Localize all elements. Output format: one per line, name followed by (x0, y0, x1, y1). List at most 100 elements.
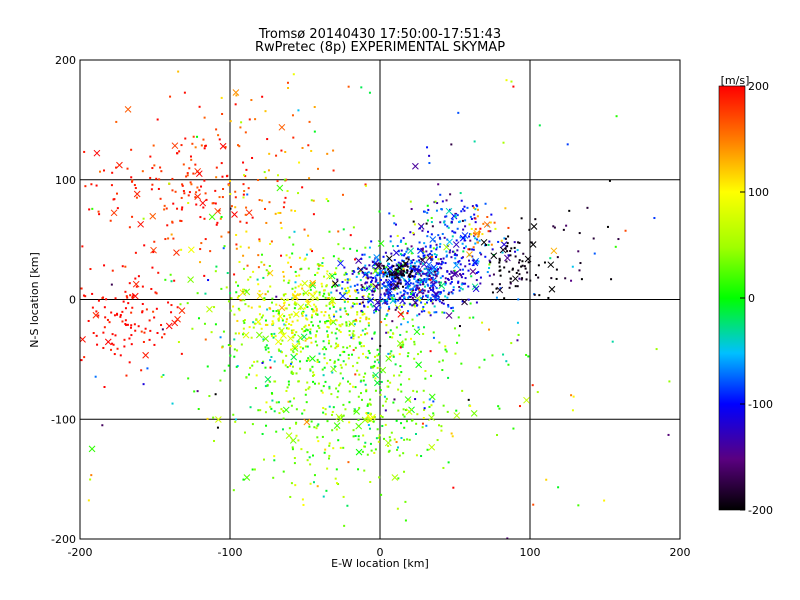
data-point (453, 253, 456, 256)
data-point (414, 302, 417, 305)
data-point (337, 284, 340, 287)
data-point (424, 369, 427, 372)
colorbar-tick-label: 200 (748, 80, 769, 93)
data-point (134, 277, 137, 280)
data-point (328, 444, 331, 447)
data-point (437, 258, 440, 261)
data-point (203, 322, 206, 325)
data-point (251, 156, 254, 159)
data-point-cross (373, 304, 380, 312)
data-point (331, 429, 334, 432)
data-point (413, 357, 416, 360)
data-point-cross (287, 335, 294, 342)
data-point (248, 118, 251, 121)
data-point (472, 206, 475, 209)
data-point (221, 346, 224, 349)
data-point (453, 269, 456, 272)
data-point-cross (396, 340, 404, 347)
x-tick-label: 200 (670, 546, 691, 559)
data-point (388, 297, 391, 300)
data-point (234, 418, 237, 421)
data-point (495, 296, 498, 299)
data-point (257, 254, 260, 257)
data-point (367, 322, 370, 325)
data-point (446, 410, 449, 413)
data-point (442, 302, 445, 305)
data-point (186, 302, 189, 305)
data-point (507, 254, 510, 257)
data-point-cross (309, 355, 316, 362)
data-point (476, 241, 479, 244)
data-point (124, 323, 127, 326)
data-point (307, 324, 310, 327)
data-point (427, 290, 430, 293)
data-point (389, 329, 392, 332)
data-point (411, 275, 414, 278)
data-point (358, 373, 361, 376)
data-point (422, 332, 425, 335)
data-point (394, 363, 397, 366)
data-point (371, 261, 374, 264)
data-point (498, 269, 501, 272)
data-point (258, 240, 261, 243)
y-tick-label: 100 (55, 174, 76, 187)
data-point (425, 424, 428, 427)
data-point (237, 307, 240, 310)
data-point (404, 242, 407, 245)
data-point (266, 138, 269, 141)
data-point (400, 274, 403, 277)
data-point (345, 312, 348, 315)
data-point (359, 320, 362, 323)
data-point (383, 292, 386, 295)
data-point (266, 323, 269, 326)
data-point-cross (150, 246, 157, 254)
data-point (397, 285, 400, 288)
data-point (80, 359, 83, 362)
data-point-cross (255, 331, 263, 339)
data-point-cross (285, 432, 293, 439)
data-point (454, 257, 457, 260)
data-point-cross (302, 289, 310, 297)
data-point (301, 287, 304, 290)
data-point (401, 341, 404, 344)
data-point (360, 284, 363, 287)
data-point (96, 343, 99, 346)
data-point (507, 226, 510, 229)
data-point (440, 263, 443, 266)
data-point (185, 175, 188, 178)
data-point (344, 278, 347, 281)
data-point (282, 333, 285, 336)
data-point (303, 258, 306, 261)
data-point (368, 246, 371, 249)
data-point (124, 265, 127, 268)
data-point (430, 258, 433, 261)
data-point (215, 128, 218, 131)
data-point-cross (195, 170, 203, 178)
data-point (438, 284, 441, 287)
data-point (436, 269, 439, 272)
data-point (348, 278, 351, 281)
data-point (306, 329, 309, 332)
data-point (488, 328, 491, 331)
data-point (278, 349, 281, 352)
data-point-cross (452, 270, 460, 277)
data-point (509, 249, 512, 252)
data-point (427, 253, 430, 256)
data-point (505, 260, 508, 263)
data-point (218, 209, 221, 212)
data-point (167, 237, 170, 240)
data-point (363, 286, 366, 289)
data-point (367, 277, 370, 280)
data-point (373, 415, 376, 418)
data-point (464, 219, 467, 222)
data-point (486, 271, 489, 274)
data-point-cross (483, 221, 491, 228)
data-point (423, 279, 426, 282)
data-point (500, 239, 503, 242)
data-point (161, 336, 164, 339)
data-point (426, 235, 429, 238)
data-point (325, 285, 328, 288)
data-point (290, 209, 293, 212)
data-point (249, 366, 252, 369)
data-point (402, 260, 405, 263)
